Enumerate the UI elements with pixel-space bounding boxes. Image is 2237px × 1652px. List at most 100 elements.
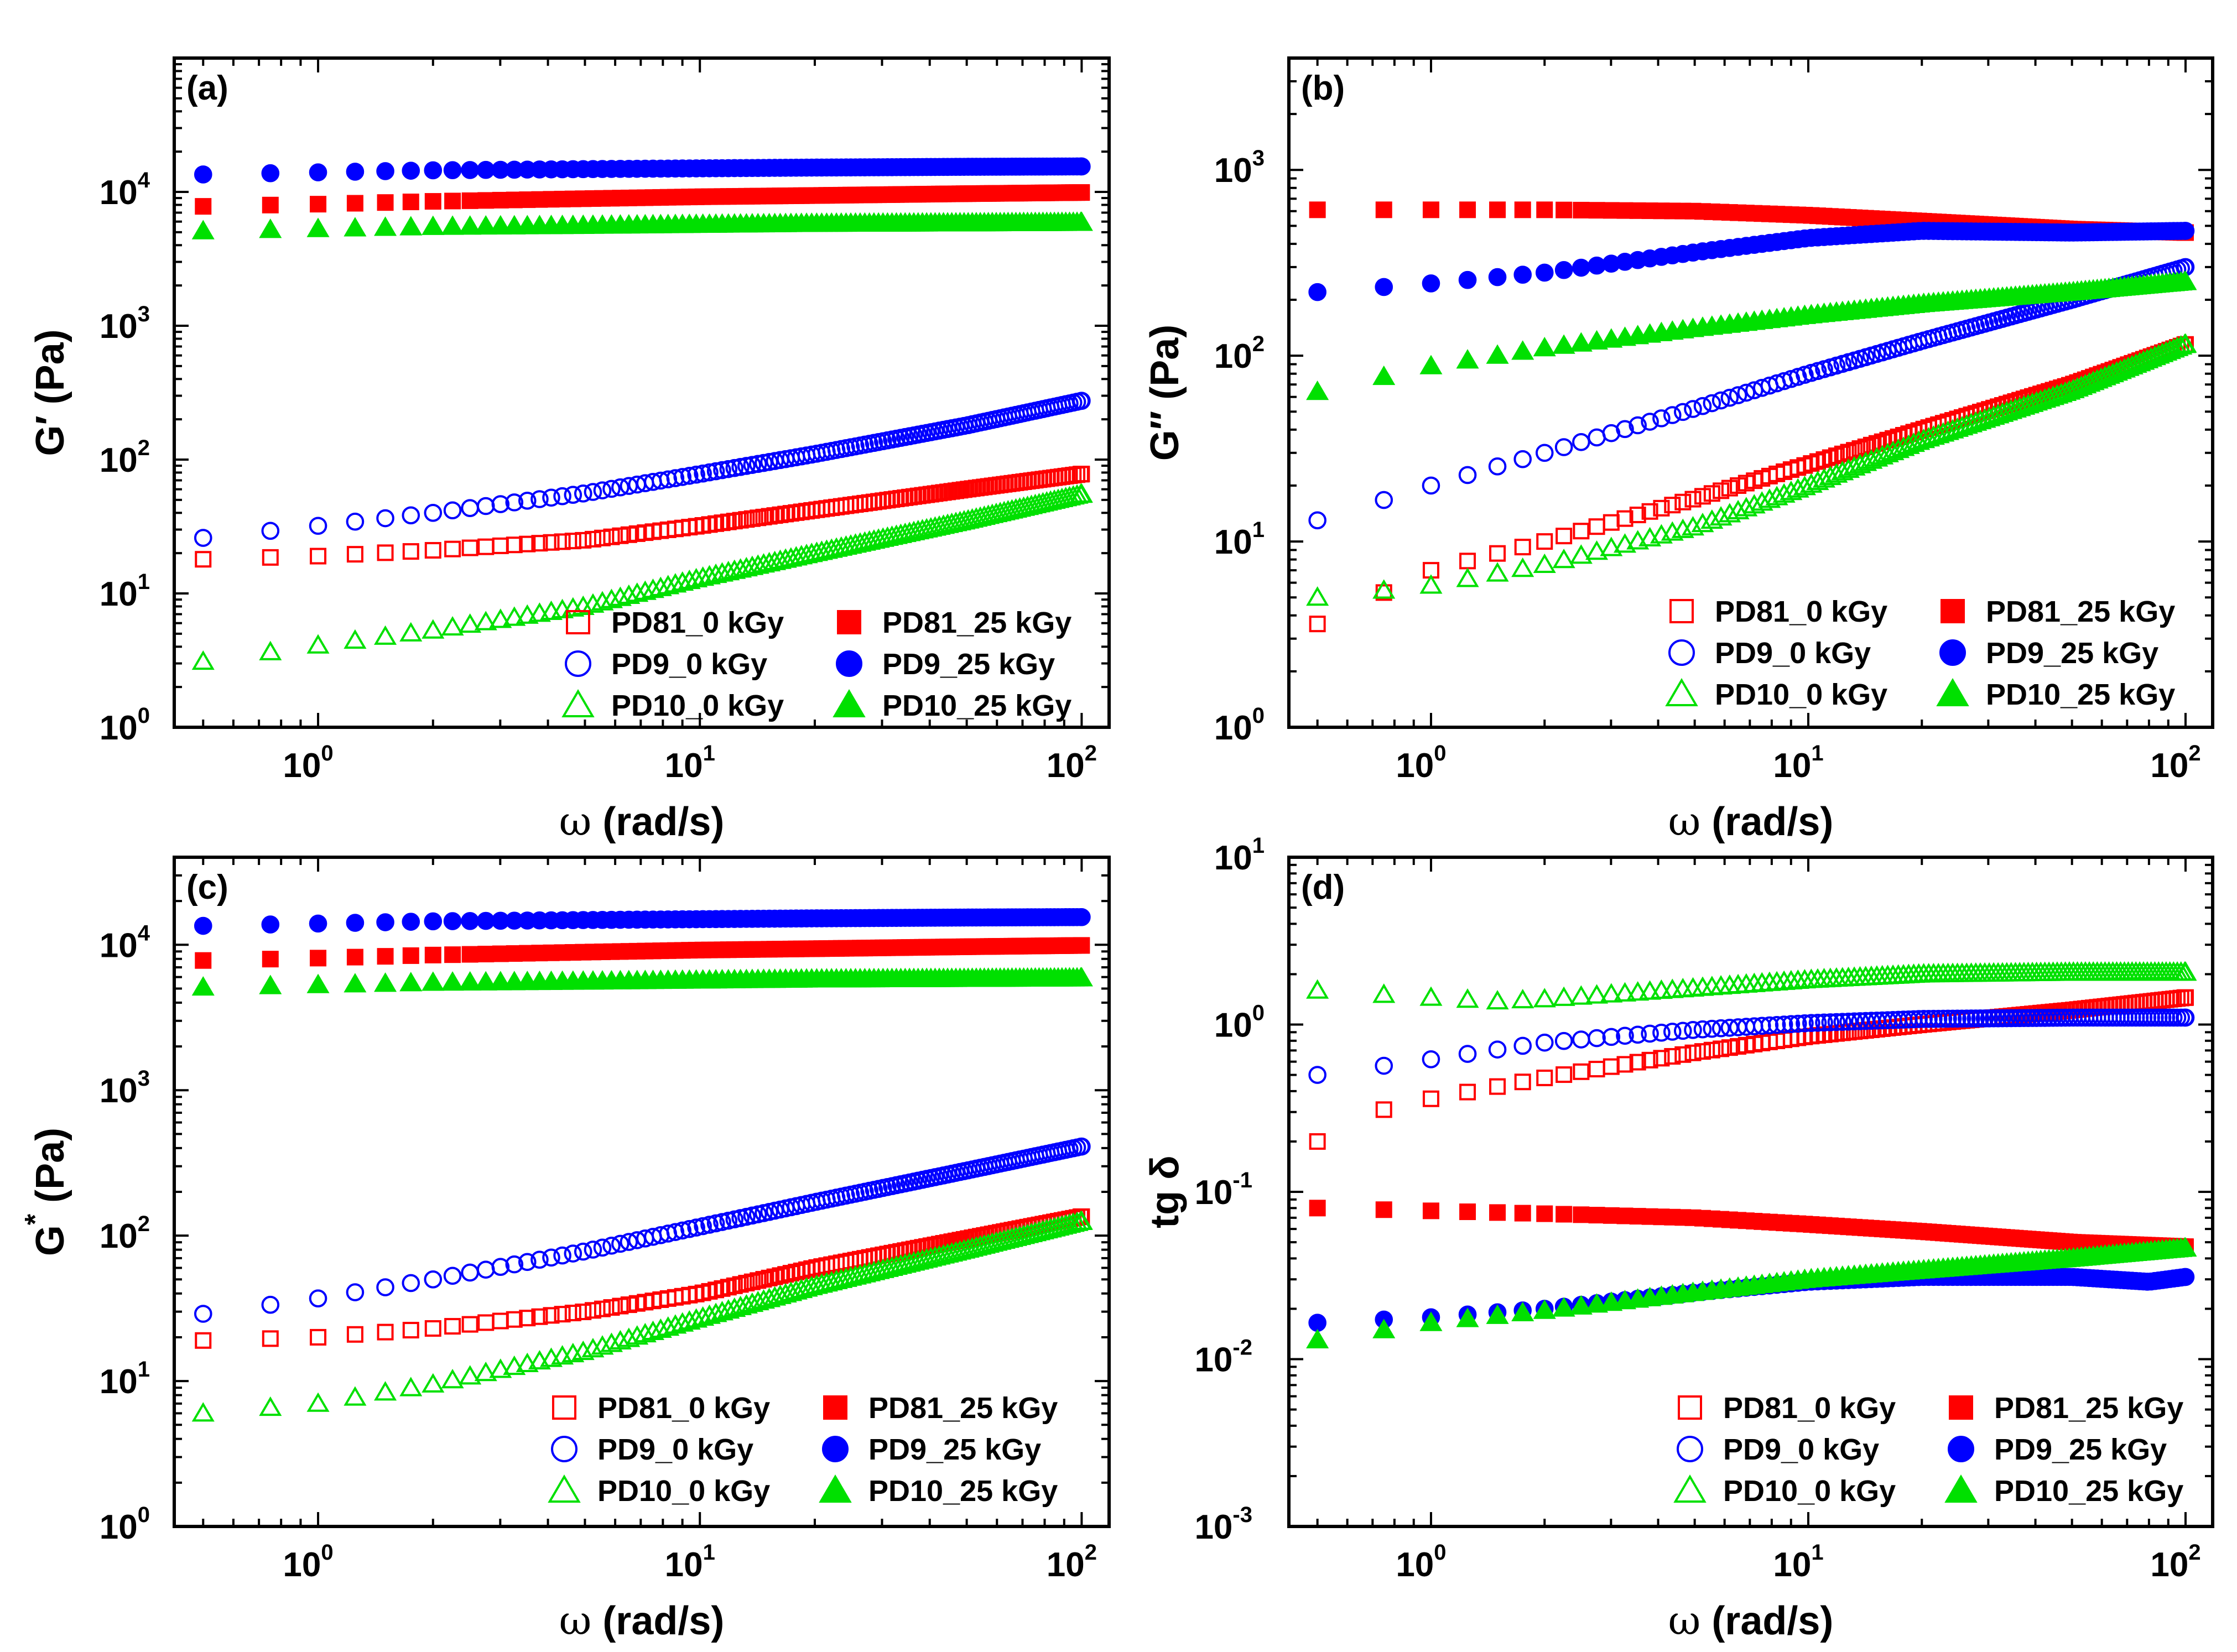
data-point	[1897, 434, 1920, 454]
data-point	[2174, 270, 2197, 290]
data-point	[1073, 908, 1091, 926]
data-point	[1489, 1204, 1506, 1221]
data-point	[516, 604, 539, 624]
data-point	[1629, 507, 1646, 524]
data-point	[1782, 1015, 1801, 1034]
data-point	[461, 946, 478, 963]
data-point	[344, 629, 367, 649]
legend-marker	[1673, 1474, 1707, 1503]
data-point	[564, 486, 582, 504]
data-point	[1885, 430, 1902, 447]
legend: PD81_0 kGy PD9_0 kGy PD10_0 kGy PD81_25 kGy…	[561, 606, 1071, 722]
data-point	[2174, 1237, 2197, 1257]
data-point	[477, 946, 495, 963]
data-point	[1721, 480, 1738, 497]
data-point	[503, 1355, 526, 1375]
data-point	[1653, 1050, 1670, 1067]
data-point	[346, 195, 363, 212]
y-tick-label: 10-2	[1194, 1336, 1252, 1379]
data-point	[1934, 1009, 1953, 1028]
data-point	[664, 1314, 687, 1334]
y-tick-label: 104	[100, 921, 150, 965]
data-point	[1456, 349, 1479, 369]
data-point	[377, 544, 394, 561]
data-point	[441, 1369, 464, 1389]
data-point	[554, 533, 571, 550]
legend-label: PD81_25 kGy	[1994, 1392, 2183, 1425]
data-point	[593, 1238, 612, 1257]
data-point	[685, 1308, 708, 1328]
data-point	[424, 1320, 441, 1337]
data-point	[671, 1312, 694, 1332]
data-point	[402, 1322, 419, 1339]
data-point	[1422, 1202, 1439, 1220]
data-point	[1821, 1013, 1840, 1031]
data-point	[519, 1310, 536, 1327]
data-point	[657, 575, 680, 595]
data-point	[719, 460, 738, 478]
panel-label: (a)	[186, 69, 228, 107]
data-point	[584, 483, 602, 501]
data-point	[678, 569, 701, 590]
data-point	[346, 949, 363, 966]
legend-marker	[837, 610, 861, 634]
data-point	[782, 1265, 799, 1282]
data-point	[376, 509, 394, 528]
legend-label: PD10_25 kGy	[1994, 1474, 2183, 1508]
data-point	[1629, 1025, 1647, 1044]
legend-marker	[551, 1436, 578, 1462]
legend-marker	[1677, 1436, 1703, 1462]
y-tick-label: 102	[100, 1212, 150, 1255]
data-point	[704, 563, 727, 583]
data-point	[492, 1312, 509, 1330]
data-point	[461, 161, 479, 179]
x-tick-label: 101	[1773, 1540, 1823, 1584]
data-point	[1422, 1090, 1439, 1107]
data-point	[259, 218, 282, 238]
x-tick-label: 100	[1396, 1540, 1446, 1584]
data-point	[1456, 567, 1479, 587]
data-point	[1788, 1014, 1807, 1033]
data-point	[1073, 937, 1090, 954]
data-point	[617, 1327, 641, 1347]
data-point	[402, 506, 420, 525]
data-point	[1588, 1061, 1605, 1078]
data-point	[649, 1318, 672, 1338]
data-point	[600, 1332, 623, 1352]
data-point	[1458, 270, 1477, 289]
data-point	[310, 950, 327, 967]
data-point	[1309, 1133, 1326, 1150]
data-point	[1881, 440, 1905, 461]
data-point	[706, 1214, 725, 1233]
legend-marker	[823, 1395, 847, 1420]
series-pd10-0-kgy	[1306, 961, 2197, 1010]
x-tick-label: 100	[283, 741, 333, 785]
data-point	[1556, 528, 1573, 545]
data-point	[612, 527, 629, 544]
legend-marker	[1948, 1436, 1974, 1462]
y-tick-label: 100	[100, 1503, 150, 1546]
legend: PD81_0 kGy PD9_0 kGy PD10_0 kGy PD81_25 kGy…	[1665, 595, 2175, 711]
data-point	[310, 1328, 327, 1346]
data-point	[1569, 332, 1593, 352]
data-point	[1486, 1304, 1509, 1324]
y-tick-label: 10-3	[1194, 1503, 1252, 1546]
data-point	[737, 457, 756, 475]
data-point	[1588, 428, 1606, 447]
data-point	[377, 948, 394, 965]
data-point	[476, 1260, 495, 1279]
data-point	[459, 613, 482, 633]
data-point	[1070, 211, 1093, 231]
data-point	[1308, 511, 1326, 530]
legend-marker	[1939, 639, 1966, 666]
y-tick-label: 100	[1214, 703, 1265, 747]
legend-label: PD81_0 kGy	[611, 606, 784, 639]
data-point	[259, 640, 282, 660]
data-point	[1750, 491, 1773, 511]
data-point	[1713, 482, 1730, 499]
data-point	[1765, 486, 1788, 505]
data-point	[1950, 415, 1974, 436]
data-point	[641, 1320, 665, 1341]
data-point	[518, 492, 537, 510]
data-point	[443, 161, 462, 179]
